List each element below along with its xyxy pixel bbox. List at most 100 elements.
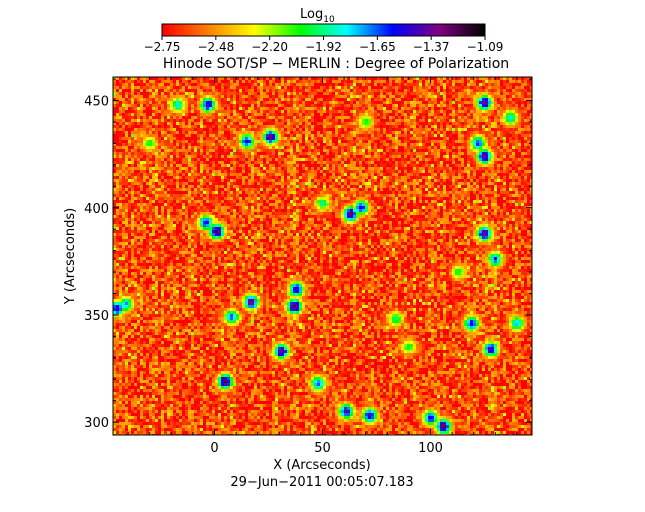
heatmap-cell bbox=[185, 83, 188, 86]
heatmap-cell bbox=[302, 131, 305, 134]
heatmap-cell bbox=[476, 119, 479, 122]
heatmap-cell bbox=[248, 164, 251, 167]
heatmap-cell bbox=[326, 128, 329, 131]
heatmap-cell bbox=[530, 134, 532, 137]
heatmap-cell bbox=[272, 131, 275, 134]
heatmap-cell bbox=[506, 149, 509, 152]
heatmap-cell bbox=[224, 143, 227, 146]
heatmap-cell bbox=[269, 167, 272, 170]
heatmap-cell bbox=[164, 119, 167, 122]
heatmap-cell bbox=[470, 92, 473, 95]
heatmap-cell bbox=[350, 134, 353, 137]
heatmap-cell bbox=[245, 137, 248, 140]
heatmap-cell bbox=[482, 119, 485, 122]
heatmap-cell bbox=[305, 116, 308, 119]
heatmap-cell bbox=[515, 125, 518, 128]
heatmap-cell bbox=[194, 173, 197, 176]
heatmap-cell bbox=[212, 104, 215, 107]
heatmap-cell bbox=[176, 155, 179, 158]
heatmap-cell bbox=[254, 128, 257, 131]
heatmap-cell bbox=[470, 86, 473, 89]
heatmap-cell bbox=[413, 152, 416, 155]
heatmap-cell bbox=[437, 170, 440, 173]
heatmap-cell bbox=[314, 170, 317, 173]
heatmap-cell bbox=[476, 77, 479, 80]
heatmap-cell bbox=[266, 179, 269, 182]
heatmap-cell bbox=[338, 98, 341, 101]
heatmap-cell bbox=[167, 140, 170, 143]
heatmap-cell bbox=[215, 176, 218, 179]
heatmap-cell bbox=[143, 92, 146, 95]
heatmap-cell bbox=[131, 83, 134, 86]
heatmap-cell bbox=[467, 119, 470, 122]
heatmap-cell bbox=[173, 80, 176, 83]
heatmap-cell bbox=[449, 155, 452, 158]
heatmap-cell bbox=[113, 101, 116, 104]
heatmap-cell bbox=[326, 149, 329, 152]
heatmap-cell bbox=[140, 146, 143, 149]
heatmap-cell bbox=[203, 86, 206, 89]
heatmap-cell bbox=[392, 134, 395, 137]
heatmap-cell bbox=[266, 167, 269, 170]
heatmap-cell bbox=[335, 122, 338, 125]
heatmap-cell bbox=[236, 92, 239, 95]
heatmap-cell bbox=[125, 176, 128, 179]
heatmap-cell bbox=[389, 179, 392, 182]
heatmap-cell bbox=[209, 92, 212, 95]
heatmap-cell bbox=[494, 80, 497, 83]
heatmap-cell bbox=[368, 173, 371, 176]
heatmap-cell bbox=[365, 140, 368, 143]
heatmap-cell bbox=[392, 155, 395, 158]
heatmap-cell bbox=[401, 116, 404, 119]
heatmap-cell bbox=[485, 173, 488, 176]
heatmap-cell bbox=[464, 170, 467, 173]
heatmap-cell bbox=[194, 101, 197, 104]
heatmap-cell bbox=[413, 170, 416, 173]
heatmap-cell bbox=[407, 101, 410, 104]
heatmap-cell bbox=[170, 107, 173, 110]
heatmap-cell bbox=[476, 143, 479, 146]
heatmap-cell bbox=[113, 158, 116, 161]
heatmap-cell bbox=[131, 149, 134, 152]
heatmap-cell bbox=[428, 104, 431, 107]
heatmap-cell bbox=[143, 137, 146, 140]
heatmap-cell bbox=[392, 158, 395, 161]
heatmap-cell bbox=[416, 161, 419, 164]
heatmap-cell bbox=[392, 137, 395, 140]
heatmap-cell bbox=[251, 149, 254, 152]
heatmap-cell bbox=[233, 104, 236, 107]
heatmap-cell bbox=[479, 113, 482, 116]
heatmap-cell bbox=[368, 128, 371, 131]
heatmap-cell bbox=[500, 143, 503, 146]
heatmap-cell bbox=[347, 110, 350, 113]
heatmap-cell bbox=[215, 179, 218, 182]
heatmap-cell bbox=[521, 137, 524, 140]
heatmap-cell bbox=[512, 110, 515, 113]
heatmap-cell bbox=[248, 158, 251, 161]
heatmap-cell bbox=[125, 137, 128, 140]
heatmap-cell bbox=[290, 170, 293, 173]
heatmap-cell bbox=[323, 86, 326, 89]
heatmap-cell bbox=[416, 131, 419, 134]
heatmap-cell bbox=[128, 152, 131, 155]
heatmap-cell bbox=[419, 146, 422, 149]
heatmap-cell bbox=[503, 98, 506, 101]
heatmap-cell bbox=[248, 116, 251, 119]
heatmap-cell bbox=[269, 131, 272, 134]
heatmap-cell bbox=[527, 128, 530, 131]
heatmap-cell bbox=[494, 125, 497, 128]
heatmap-cell bbox=[443, 119, 446, 122]
heatmap-cell bbox=[416, 134, 419, 137]
heatmap-cell bbox=[362, 101, 365, 104]
heatmap-cell bbox=[263, 134, 266, 137]
heatmap-cell bbox=[233, 110, 236, 113]
heatmap-cell bbox=[434, 119, 437, 122]
heatmap-cell bbox=[269, 164, 272, 167]
heatmap-cell bbox=[359, 119, 362, 122]
heatmap-cell bbox=[212, 149, 215, 152]
heatmap-cell bbox=[176, 98, 179, 101]
heatmap-cell bbox=[416, 128, 419, 131]
heatmap-cell bbox=[128, 125, 131, 128]
heatmap-cell bbox=[488, 113, 491, 116]
heatmap-cell bbox=[455, 161, 458, 164]
